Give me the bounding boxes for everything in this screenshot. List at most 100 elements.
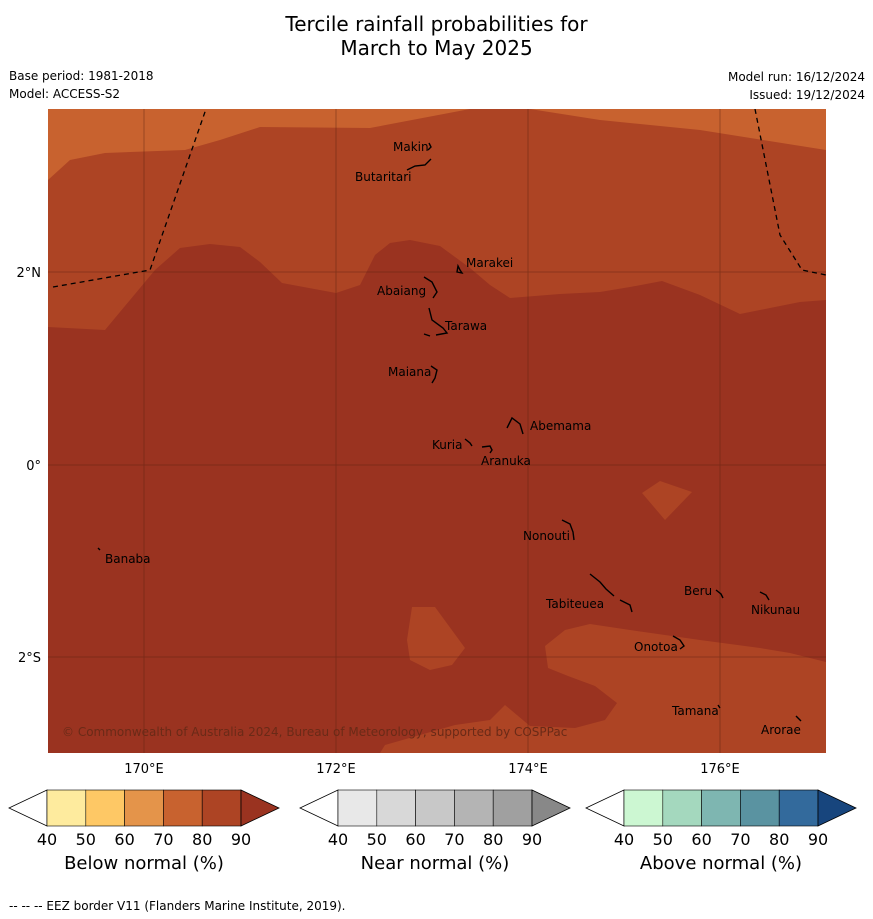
label-onotoa: Onotoa: [634, 640, 678, 654]
copyright-notice: © Commonwealth of Australia 2024, Bureau…: [62, 725, 567, 739]
label-banaba: Banaba: [105, 552, 151, 566]
colorbar-below-extend-high: [240, 789, 280, 827]
colorbar-near-tick: 90: [522, 830, 542, 849]
colorbar-near-bin: [415, 789, 455, 827]
colorbar-below-tick: 60: [114, 830, 134, 849]
colorbar-above-extend-low: [585, 789, 625, 827]
colorbar-below-bin: [124, 789, 164, 827]
colorbar-above-bin: [701, 789, 741, 827]
lon-labels: 170°E 172°E 174°E 176°E: [124, 762, 740, 777]
label-tarawa: Tarawa: [444, 319, 487, 333]
colorbar-below-bin: [85, 789, 125, 827]
colorbar-below-tick: 40: [37, 830, 57, 849]
colorbar-above-tick: 80: [769, 830, 789, 849]
colorbar-below-bin: [201, 789, 242, 827]
colorbar-near: 40 50 60 70 80 90: [299, 789, 571, 849]
colorbar-above-tick: 70: [730, 830, 750, 849]
colorbar-above-bin: [662, 789, 702, 827]
label-maiana: Maiana: [388, 365, 431, 379]
issued-date: Issued: 19/12/2024: [749, 88, 865, 102]
label-beru: Beru: [684, 584, 712, 598]
label-nikunau: Nikunau: [751, 603, 800, 617]
colorbar-below-extend-low: [8, 789, 48, 827]
label-arorae: Arorae: [761, 723, 801, 737]
island-tarawa: [423, 307, 449, 337]
colorbar-near-bin: [376, 789, 416, 827]
colorbar-near-tick: 40: [328, 830, 348, 849]
island-tabiteuea: [589, 573, 633, 613]
colorbar-above-extend-high: [817, 789, 857, 827]
colorbar-above-tick: 60: [691, 830, 711, 849]
colorbar-above-tick: 50: [653, 830, 673, 849]
colorbars: 40 50 60 70 80 90 40 50 60 70 80 90 40 50 60 70 80 90: [8, 789, 857, 849]
meta-right: Model run: 16/12/2024 Issued: 19/12/2024: [728, 68, 865, 104]
title-line-2: March to May 2025: [340, 36, 533, 60]
chart-title: Tercile rainfall probabilities for March…: [0, 12, 873, 60]
eez-border: [52, 109, 826, 288]
island-aranuka: [481, 445, 493, 454]
island-beru: [715, 589, 724, 599]
title-line-1: Tercile rainfall probabilities for: [285, 12, 588, 36]
colorbar-title-near: Near normal (%): [360, 853, 510, 874]
label-aranuka: Aranuka: [481, 454, 531, 468]
lat-label-2s: 2°S: [18, 651, 41, 666]
colorbar-near-bin: [492, 789, 533, 827]
shading-70-80-patch-east: [642, 481, 692, 520]
model-run: Model run: 16/12/2024: [727, 70, 865, 84]
colorbar-above-bin: [740, 789, 780, 827]
island-arorae: [795, 715, 802, 722]
colorbar-title-above: Above normal (%): [639, 853, 803, 874]
label-kuria: Kuria: [432, 438, 463, 452]
island-marakei: [456, 263, 464, 275]
shading-70-80-patch-south: [407, 607, 465, 670]
island-abaiang: [423, 276, 438, 299]
colorbar-above: 40 50 60 70 80 90: [585, 789, 857, 849]
lon-label-170e: 170°E: [124, 762, 164, 777]
colorbar-near-tick: 70: [444, 830, 464, 849]
place-labels: Makin Butaritari Marakei Abaiang Tarawa …: [105, 140, 801, 737]
colorbar-near-extend-low: [299, 789, 339, 827]
colorbar-near-bin: [454, 789, 494, 827]
colorbar-below-tick: 80: [192, 830, 212, 849]
colorbar-above-tick: 90: [808, 830, 828, 849]
label-butaritari: Butaritari: [355, 170, 412, 184]
islands: [97, 142, 802, 722]
base-period: Base period: 1981-2018: [9, 69, 154, 83]
colorbar-above-tick: 40: [614, 830, 634, 849]
island-nikunau: [759, 591, 770, 601]
colorbar-near-tick: 60: [405, 830, 425, 849]
lat-label-2n: 2°N: [17, 266, 42, 281]
colorbar-above-bin: [778, 789, 819, 827]
colorbar-below-tick: 50: [76, 830, 96, 849]
island-tamana: [717, 704, 721, 709]
colorbar-title-below: Below normal (%): [64, 853, 224, 874]
island-maiana: [430, 365, 438, 384]
colorbar-near-bin: [337, 789, 378, 827]
map-area: Makin Butaritari Marakei Abaiang Tarawa …: [48, 109, 826, 753]
lat-label-0: 0°: [26, 459, 41, 474]
island-kuria: [464, 438, 473, 447]
colorbar-near-tick: 50: [367, 830, 387, 849]
label-abaiang: Abaiang: [377, 284, 426, 298]
colorbar-near-extend-high: [531, 789, 571, 827]
island-butaritari: [406, 158, 432, 171]
island-abemama: [506, 416, 524, 435]
island-banaba: [97, 547, 101, 551]
footnote: -- -- -- EEZ border V11 (Flanders Marine…: [9, 899, 346, 913]
meta-left: Base period: 1981-2018 Model: ACCESS-S2: [9, 67, 154, 103]
label-makin: Makin: [393, 140, 429, 154]
label-tamana: Tamana: [671, 704, 719, 718]
island-nonouti: [561, 519, 575, 541]
colorbar-below-bin: [46, 789, 87, 827]
lon-label-174e: 174°E: [508, 762, 548, 777]
label-nonouti: Nonouti: [523, 529, 570, 543]
colorbar-below: 40 50 60 70 80 90: [8, 789, 280, 849]
colorbar-above-bin: [623, 789, 664, 827]
colorbar-near-tick: 80: [483, 830, 503, 849]
label-abemama: Abemama: [530, 419, 591, 433]
colorbar-below-tick: 70: [153, 830, 173, 849]
graticule: [48, 109, 826, 753]
island-onotoa: [672, 635, 685, 650]
colorbar-below-tick: 90: [231, 830, 251, 849]
